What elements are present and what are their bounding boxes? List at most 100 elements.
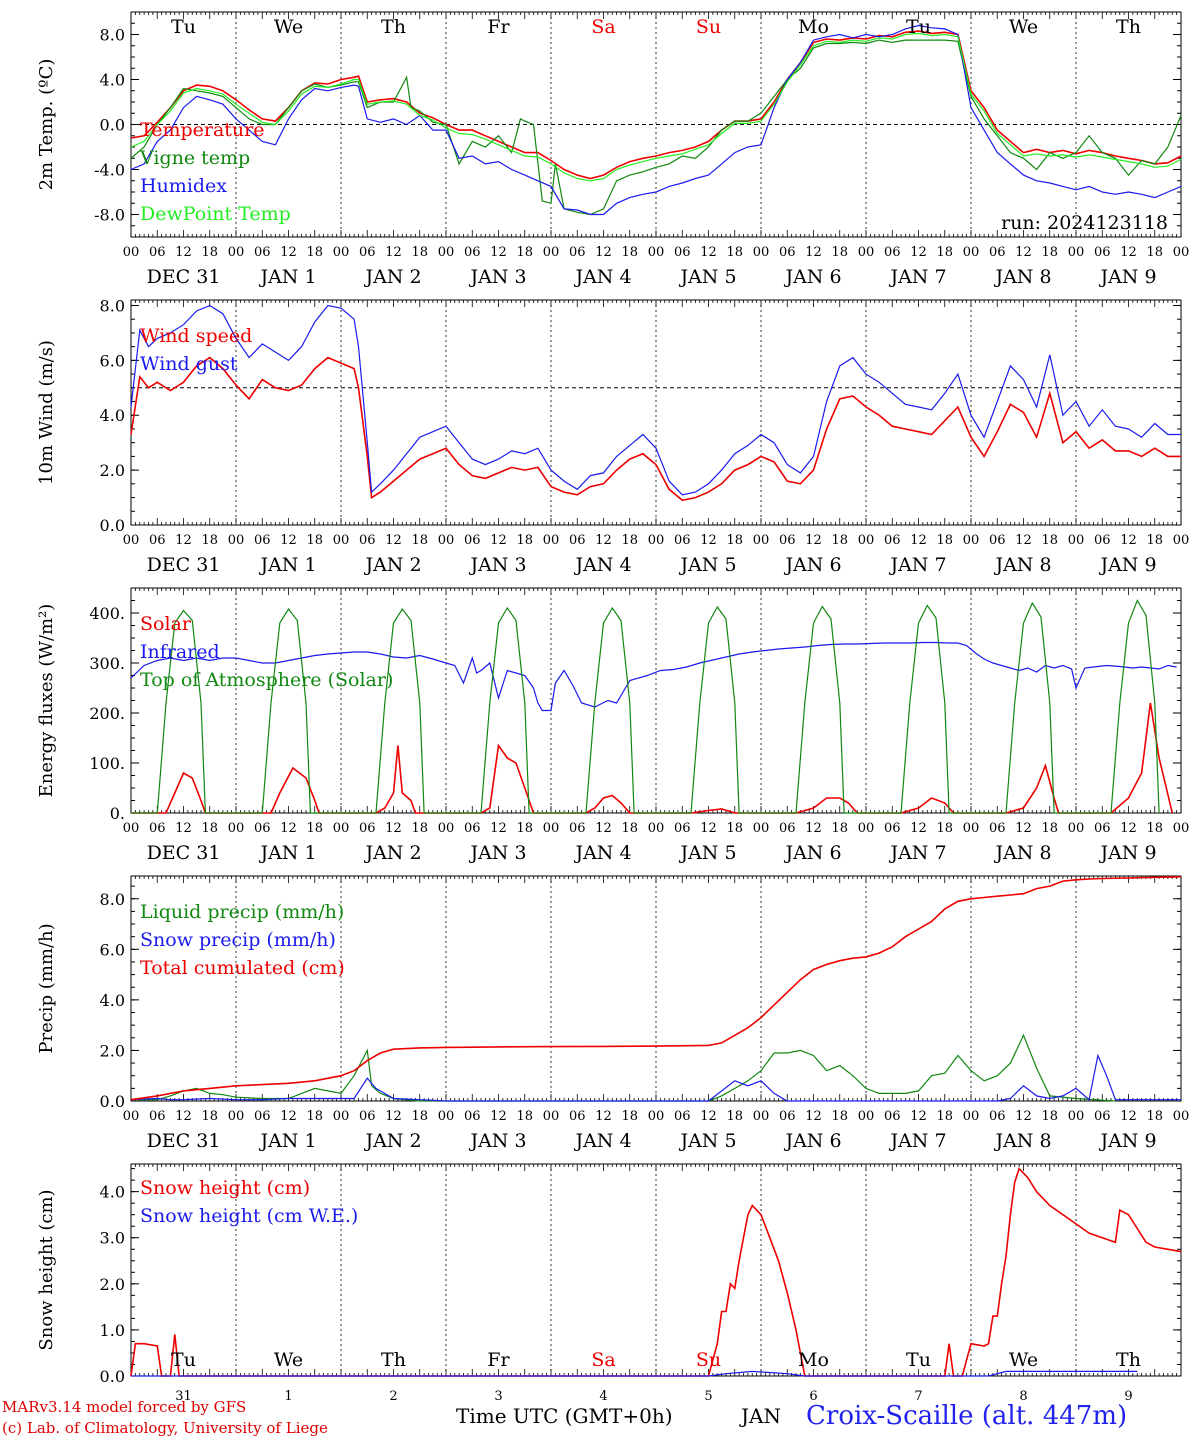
- day-number: 9: [1124, 1389, 1132, 1404]
- hour-tick-label: 00: [753, 533, 770, 548]
- hour-tick-label: 12: [490, 1109, 507, 1124]
- y-tick-label: 2.0: [100, 1275, 125, 1294]
- hour-tick-label: 06: [989, 821, 1006, 836]
- hour-tick-label: 18: [621, 821, 638, 836]
- hour-tick-label: 18: [621, 245, 638, 260]
- hour-tick-label: 06: [989, 245, 1006, 260]
- date-label: JAN 5: [678, 1130, 736, 1152]
- y-tick-label: 8.0: [100, 890, 125, 909]
- hour-tick-label: 00: [753, 245, 770, 260]
- hour-tick-label: 00: [1068, 1109, 1085, 1124]
- hour-tick-label: 06: [464, 533, 481, 548]
- legend-entry: DewPoint Temp: [140, 203, 291, 225]
- date-label: JAN 8: [993, 266, 1051, 288]
- hour-tick-label: 06: [884, 245, 901, 260]
- legend-entry: Wind speed: [140, 325, 252, 347]
- hour-tick-label: 12: [385, 245, 402, 260]
- hour-tick-label: 18: [1146, 533, 1163, 548]
- hour-tick-label: 06: [569, 245, 586, 260]
- hour-tick-label: 12: [1015, 821, 1032, 836]
- date-label: JAN 4: [573, 842, 631, 864]
- hour-tick-label: 06: [359, 821, 376, 836]
- hour-tick-label: 00: [1068, 245, 1085, 260]
- date-label: DEC 31: [147, 266, 221, 288]
- hour-tick-label: 18: [516, 821, 533, 836]
- hour-tick-label: 12: [700, 821, 717, 836]
- hour-tick-label: 18: [516, 1109, 533, 1124]
- date-label: JAN 1: [258, 842, 316, 864]
- hour-tick-label: 00: [1068, 533, 1085, 548]
- hour-tick-label: 00: [123, 821, 140, 836]
- hour-tick-label: 00: [648, 1109, 665, 1124]
- hour-tick-label: 18: [1041, 1109, 1058, 1124]
- hour-tick-label: 18: [306, 245, 323, 260]
- weekday-label: Mo: [798, 16, 829, 38]
- hour-tick-label: 00: [1173, 533, 1190, 548]
- hour-tick-label: 18: [1041, 533, 1058, 548]
- weekday-label: We: [274, 16, 303, 38]
- weekday-label: Th: [381, 16, 406, 38]
- month-label: JAN: [741, 1404, 781, 1428]
- day-number: 8: [1019, 1389, 1027, 1404]
- hour-tick-label: 00: [963, 821, 980, 836]
- date-label: JAN 6: [783, 1130, 841, 1152]
- y-axis-label: 2m Temp. (ºC): [36, 59, 57, 191]
- hour-tick-label: 00: [753, 821, 770, 836]
- y-axis-label: Energy fluxes (W/m²): [36, 604, 57, 798]
- date-label: DEC 31: [147, 842, 221, 864]
- hour-tick-label: 12: [910, 1109, 927, 1124]
- hour-tick-label: 00: [858, 533, 875, 548]
- weekday-label: Th: [1116, 1349, 1141, 1371]
- date-label: JAN 9: [1098, 1130, 1156, 1152]
- hour-tick-label: 18: [936, 1109, 953, 1124]
- hour-tick-label: 18: [1146, 245, 1163, 260]
- hour-tick-label: 12: [385, 533, 402, 548]
- hour-tick-label: 00: [1173, 1109, 1190, 1124]
- hour-tick-label: 06: [989, 1109, 1006, 1124]
- hour-tick-label: 00: [543, 1109, 560, 1124]
- hour-tick-label: 12: [280, 1109, 297, 1124]
- hour-tick-label: 12: [175, 245, 192, 260]
- y-axis-label: Precip (mm/h): [36, 923, 57, 1053]
- y-tick-label: 400.: [89, 604, 125, 623]
- date-label: JAN 4: [573, 554, 631, 576]
- date-label: JAN 2: [363, 1130, 421, 1152]
- hour-tick-label: 00: [1068, 821, 1085, 836]
- hour-tick-label: 00: [858, 245, 875, 260]
- series-line-3: [130, 876, 1182, 1101]
- y-tick-label: -4.0: [94, 161, 125, 180]
- hour-tick-label: 18: [306, 533, 323, 548]
- series-line-2: [130, 304, 1181, 496]
- date-label: JAN 2: [363, 266, 421, 288]
- hour-tick-label: 06: [569, 1109, 586, 1124]
- hour-tick-label: 18: [1146, 1109, 1163, 1124]
- hour-tick-label: 00: [228, 821, 245, 836]
- hour-tick-label: 18: [621, 533, 638, 548]
- legend-entry: Vigne temp: [139, 147, 250, 169]
- hour-tick-label: 06: [989, 533, 1006, 548]
- day-number: 2: [389, 1389, 397, 1404]
- hour-tick-label: 00: [648, 821, 665, 836]
- date-label: JAN 2: [363, 554, 421, 576]
- hour-tick-label: 06: [149, 245, 166, 260]
- weekday-label: Mo: [798, 1349, 829, 1371]
- station-name: Croix-Scaille (alt. 447m): [806, 1401, 1128, 1431]
- hour-tick-label: 18: [306, 1109, 323, 1124]
- hour-tick-label: 00: [648, 533, 665, 548]
- hour-tick-label: 18: [201, 245, 218, 260]
- date-label: JAN 8: [993, 1130, 1051, 1152]
- hour-tick-label: 06: [569, 533, 586, 548]
- hour-tick-label: 06: [569, 821, 586, 836]
- hour-tick-label: 00: [333, 821, 350, 836]
- series-line-2: [130, 1053, 1181, 1102]
- hour-tick-label: 18: [201, 533, 218, 548]
- legend-entry: Temperature: [140, 119, 264, 141]
- date-label: JAN 4: [573, 1130, 631, 1152]
- weekday-label: Su: [696, 1349, 721, 1371]
- hour-tick-label: 06: [779, 821, 796, 836]
- hour-tick-label: 18: [831, 821, 848, 836]
- hour-tick-label: 12: [1120, 533, 1137, 548]
- legend-entry: Infrared: [140, 641, 220, 663]
- hour-tick-label: 12: [280, 821, 297, 836]
- y-tick-label: 4.0: [100, 1183, 125, 1202]
